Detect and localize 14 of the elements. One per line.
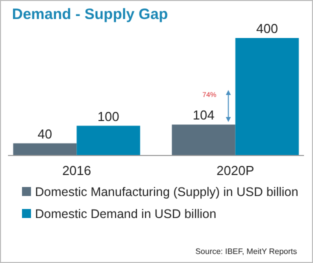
chart-title: Demand - Supply Gap — [12, 6, 168, 23]
data-label: 104 — [192, 108, 214, 123]
x-tick-label: 2016 — [62, 163, 92, 178]
legend-label: Domestic Manufacturing (Supply) in USD billion — [35, 185, 298, 199]
bar — [235, 38, 299, 155]
bar — [172, 124, 236, 155]
x-tick-label: 2020P — [216, 163, 254, 178]
bar — [76, 126, 140, 155]
legend-label: Domestic Demand in USD billion — [35, 207, 216, 221]
bar — [13, 143, 77, 155]
data-label: 100 — [98, 108, 120, 124]
source-note: Source: IBEF, MeitY Reports — [195, 247, 297, 256]
data-label: 400 — [256, 21, 278, 36]
data-label: 40 — [38, 126, 52, 142]
